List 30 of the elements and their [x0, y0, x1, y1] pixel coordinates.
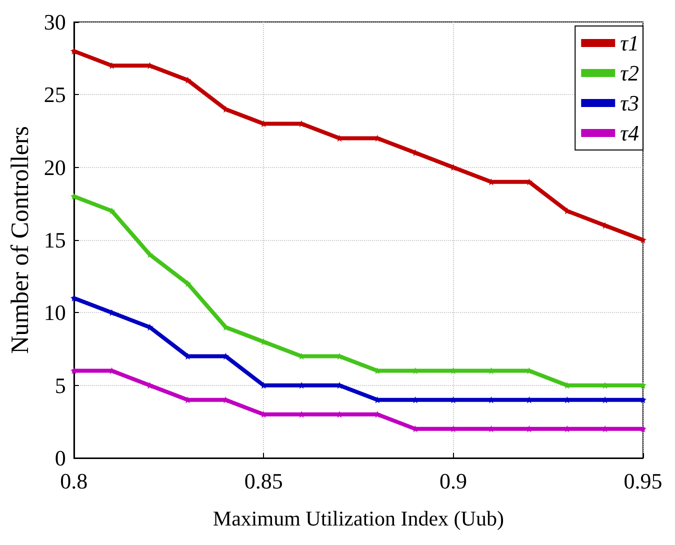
y-tick-label: 0: [54, 446, 66, 470]
y-tick-label: 30: [44, 10, 66, 34]
line-series: [70, 192, 646, 389]
x-tick-label: 0.95: [624, 468, 662, 494]
x-tick-label: 0.8: [60, 468, 88, 494]
line-series: [70, 367, 646, 432]
y-tick-label: 10: [44, 300, 66, 326]
point: [146, 251, 154, 258]
y-tick-label: 25: [44, 82, 66, 108]
line-series: [70, 294, 646, 404]
point: [298, 120, 306, 128]
y-tick-label: 5: [54, 372, 66, 398]
point: [70, 48, 78, 55]
y-axis-title: Number of Controllers: [7, 126, 34, 354]
point: [640, 425, 646, 432]
point: [222, 324, 230, 331]
y-tick-label: 20: [44, 154, 66, 180]
point: [640, 396, 646, 404]
legend-label: τ2: [620, 60, 639, 86]
legend-label: τ1: [620, 30, 639, 56]
x-tick-label: 0.85: [244, 468, 283, 494]
legend-label: τ3: [620, 90, 639, 116]
y-tick-label: 15: [44, 228, 66, 252]
point: [640, 382, 646, 389]
point: [70, 192, 78, 200]
point: [640, 236, 646, 244]
legend-label: τ4: [620, 120, 639, 146]
x-tick-label: 0.9: [440, 468, 468, 494]
point: [70, 294, 78, 302]
x-axis-title: Maximum Utilization Index (Uub): [212, 506, 504, 530]
